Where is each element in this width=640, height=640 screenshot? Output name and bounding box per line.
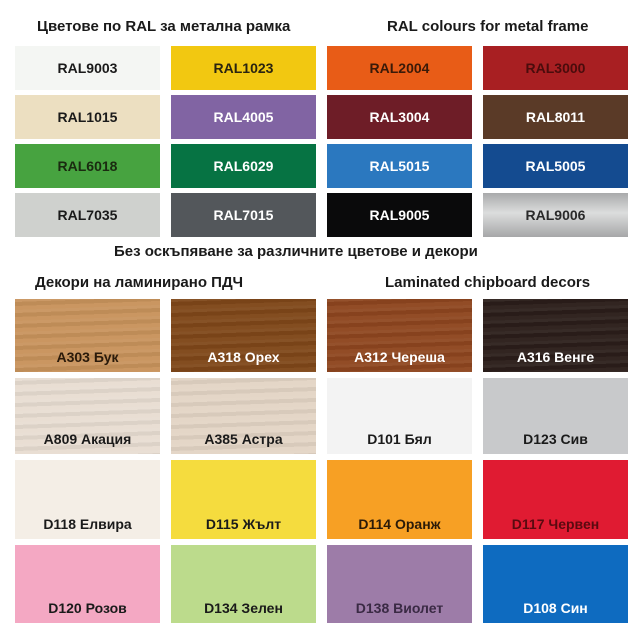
laminate-decor-label: A809 Акация [43,431,132,447]
laminate-decor-swatch: D120 Розов [15,545,160,623]
ral-color-label: RAL5015 [369,158,430,174]
ral-color-swatch: RAL8011 [483,95,628,139]
ral-color-swatch: RAL1015 [15,95,160,139]
ral-color-swatch: RAL5015 [327,144,472,188]
laminate-decor-swatch: A318 Орех [171,299,316,372]
ral-color-label: RAL9005 [369,207,430,223]
ral-color-swatch: RAL6029 [171,144,316,188]
ral-heading-en: RAL colours for metal frame [387,18,589,35]
ral-color-label: RAL4005 [213,109,274,125]
ral-color-swatch: RAL9006 [483,193,628,237]
laminate-decor-swatch: D138 Виолет [327,545,472,623]
laminate-decor-grid: A303 Бук A318 Орех A312 Череша A316 Венге A8… [15,299,628,623]
laminate-decor-label: D108 Син [523,600,588,616]
laminate-decor-swatch: D101 Бял [327,378,472,454]
ral-color-label: RAL1023 [213,60,274,76]
pricing-note: Без оскъпяване за различните цветове и д… [114,243,478,260]
laminate-decor-swatch: A316 Венге [483,299,628,372]
ral-color-swatch: RAL1023 [171,46,316,90]
laminate-decor-label: D138 Виолет [355,600,444,616]
ral-color-label: RAL3004 [369,109,430,125]
ral-color-label: RAL7015 [213,207,274,223]
laminate-decor-label: D117 Червен [511,516,600,532]
laminate-decor-label: D115 Жълт [205,516,282,532]
laminate-decor-label: D118 Елвира [43,516,132,532]
ral-color-label: RAL6018 [57,158,118,174]
laminate-decor-swatch: A809 Акация [15,378,160,454]
ral-heading-bg: Цветове по RAL за метална рамка [37,18,291,35]
ral-color-swatch: RAL3000 [483,46,628,90]
ral-color-swatch: RAL7035 [15,193,160,237]
laminate-decor-swatch: D115 Жълт [171,460,316,539]
laminate-decor-swatch: D114 Оранж [327,460,472,539]
ral-color-label: RAL7035 [57,207,118,223]
laminate-decor-swatch: D117 Червен [483,460,628,539]
laminate-decor-swatch: A312 Череша [327,299,472,372]
laminate-decor-swatch: D123 Сив [483,378,628,454]
laminate-decor-label: A316 Венге [516,349,595,365]
laminate-decor-label: A312 Череша [354,349,445,365]
ral-color-swatch: RAL4005 [171,95,316,139]
laminate-decor-swatch: D118 Елвира [15,460,160,539]
laminate-decor-swatch: D108 Син [483,545,628,623]
ral-color-label: RAL9003 [57,60,118,76]
laminate-heading-en: Laminated chipboard decors [385,274,591,291]
ral-color-label: RAL8011 [525,109,586,125]
laminate-decor-label: A303 Бук [56,349,119,365]
ral-color-label: RAL9006 [525,207,586,223]
laminate-decor-label: D123 Сив [523,431,588,447]
ral-color-label: RAL5005 [525,158,586,174]
laminate-decor-label: D134 Зелен [204,600,283,616]
laminate-decor-label: D120 Розов [48,600,127,616]
laminate-decor-label: D114 Оранж [358,516,441,532]
ral-color-swatch: RAL3004 [327,95,472,139]
laminate-decor-label: A318 Орех [207,349,280,365]
ral-color-swatch: RAL5005 [483,144,628,188]
ral-color-swatch: RAL7015 [171,193,316,237]
ral-color-label: RAL6029 [213,158,274,174]
ral-color-swatch: RAL9005 [327,193,472,237]
laminate-heading-bg: Декори на ламинирано ПДЧ [35,274,243,291]
laminate-decor-swatch: A303 Бук [15,299,160,372]
ral-color-swatch: RAL9003 [15,46,160,90]
laminate-decor-swatch: A385 Астра [171,378,316,454]
ral-color-label: RAL3000 [525,60,586,76]
ral-color-label: RAL1015 [57,109,118,125]
laminate-decor-swatch: D134 Зелен [171,545,316,623]
ral-color-swatch: RAL2004 [327,46,472,90]
ral-color-swatch: RAL6018 [15,144,160,188]
ral-color-grid: RAL9003 RAL1023 RAL2004 RAL3000 RAL1015 RAL40… [15,46,628,237]
ral-color-label: RAL2004 [369,60,430,76]
laminate-decor-label: A385 Астра [204,431,283,447]
laminate-decor-label: D101 Бял [367,431,432,447]
